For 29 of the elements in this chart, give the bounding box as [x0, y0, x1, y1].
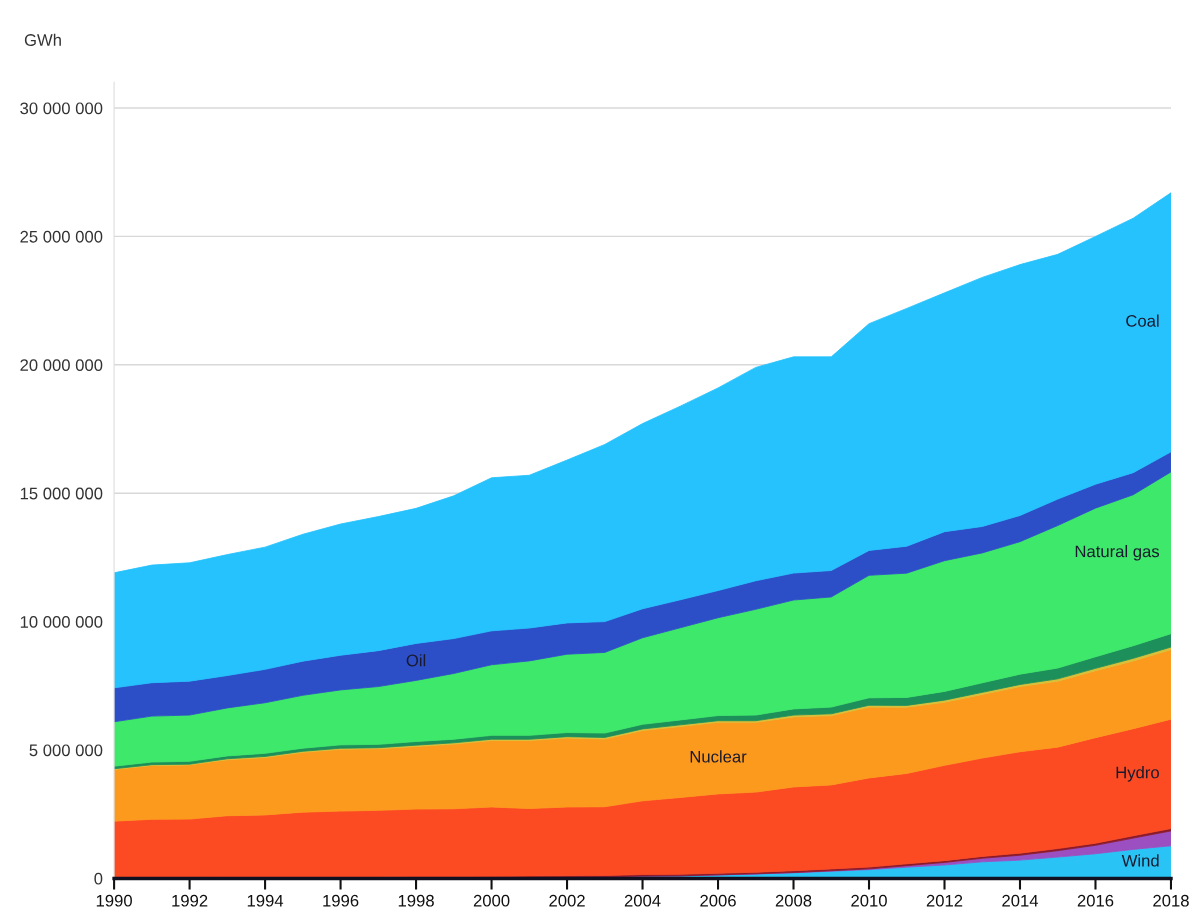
x-tick-label: 1992: [172, 894, 208, 907]
y-tick-label: 15 000 000: [20, 487, 103, 500]
y-tick-label: 20 000 000: [20, 359, 103, 372]
x-tick-label: 2008: [775, 894, 812, 907]
x-tick-label: 2014: [1002, 894, 1039, 907]
series-label: Coal: [1126, 314, 1159, 327]
series-label: Natural gas: [1075, 545, 1160, 561]
x-tick-label: 1990: [96, 894, 132, 907]
series-label: Oil: [406, 654, 426, 667]
x-tick-label: 1994: [247, 894, 284, 907]
x-tick-label: 2018: [1153, 894, 1189, 907]
x-tick-label: 2006: [700, 894, 736, 907]
x-tick-label: 2016: [1077, 894, 1114, 907]
series-label: Wind: [1121, 854, 1159, 867]
series-label: Nuclear: [690, 750, 747, 763]
y-tick-label: 5 000 000: [29, 744, 103, 757]
x-tick-label: 2010: [851, 894, 887, 907]
x-tick-label: 2012: [926, 894, 963, 907]
x-tick-label: 2002: [549, 894, 585, 907]
x-tick-label: 1998: [398, 894, 434, 907]
y-tick-label: 30 000 000: [20, 102, 103, 115]
y-tick-label: 25 000 000: [20, 230, 103, 243]
x-tick-label: 2004: [624, 894, 661, 907]
x-tick-label: 1996: [323, 894, 359, 907]
x-tick-label: 2000: [473, 894, 510, 907]
series-label: Hydro: [1116, 766, 1159, 782]
y-tick-label: 0: [94, 872, 103, 885]
y-axis-title: GWh: [24, 33, 61, 46]
y-tick-label: 10 000 000: [20, 616, 103, 628]
